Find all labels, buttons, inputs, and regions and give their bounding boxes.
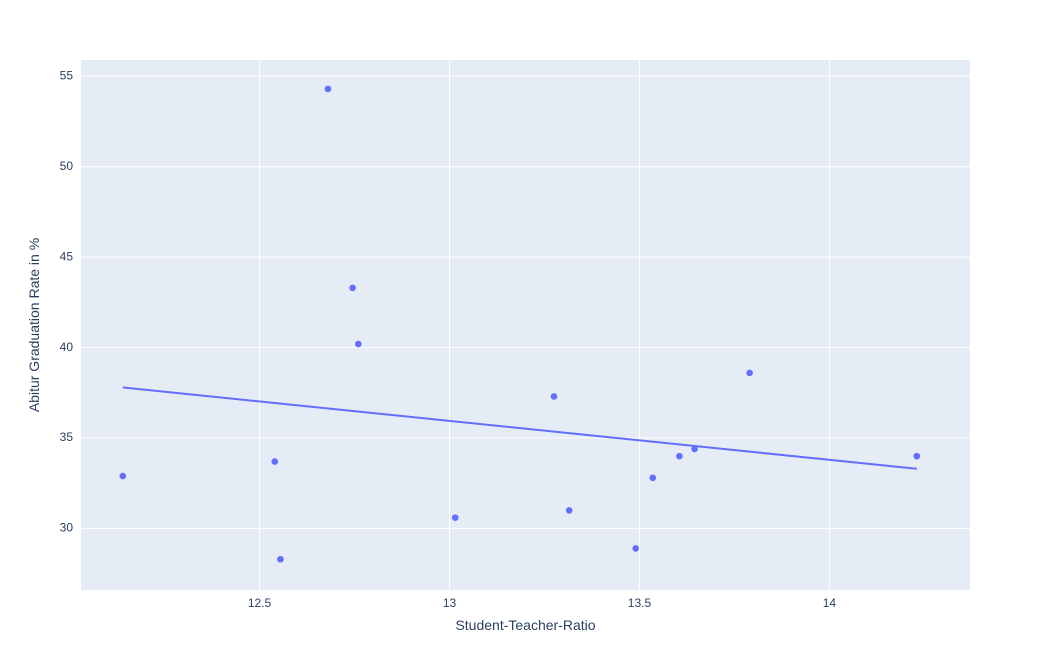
data-point[interactable]: [632, 545, 639, 552]
x-tick-label: 12.5: [248, 596, 272, 610]
data-point[interactable]: [550, 393, 558, 400]
data-point[interactable]: [277, 555, 284, 563]
y-axis-title: Abitur Graduation Rate in %: [26, 238, 42, 412]
x-axis-title: Student-Teacher-Ratio: [455, 617, 595, 633]
y-tick-label: 40: [60, 340, 74, 354]
y-tick-label: 35: [60, 430, 74, 444]
plot-area: [81, 60, 970, 590]
y-tick-label: 30: [60, 521, 74, 535]
y-tick-label: 45: [60, 249, 74, 263]
data-point[interactable]: [913, 452, 921, 460]
trend-line-layer: [122, 386, 917, 470]
trend-line: [122, 386, 917, 470]
data-point[interactable]: [324, 85, 332, 93]
x-tick-label: 13.5: [628, 596, 652, 610]
data-point[interactable]: [271, 458, 279, 465]
y-tick-labels: 30 35 40 45 50 55: [60, 68, 74, 534]
x-tick-labels: 12.5 13 13.5 14: [248, 596, 837, 610]
data-point[interactable]: [565, 507, 573, 514]
y-tick-label: 50: [60, 159, 74, 173]
x-gridlines: [259, 60, 830, 590]
data-point[interactable]: [649, 474, 657, 482]
data-point[interactable]: [746, 369, 753, 377]
x-tick-label: 13: [443, 596, 457, 610]
scatter-points: [119, 85, 921, 563]
data-point[interactable]: [119, 472, 127, 480]
y-tick-label: 55: [60, 68, 74, 82]
data-point[interactable]: [349, 284, 356, 292]
data-point[interactable]: [691, 445, 698, 453]
x-tick-label: 14: [823, 596, 837, 610]
data-point[interactable]: [451, 514, 459, 521]
data-point[interactable]: [355, 340, 362, 348]
data-point[interactable]: [676, 452, 683, 460]
y-gridlines: [81, 75, 970, 529]
